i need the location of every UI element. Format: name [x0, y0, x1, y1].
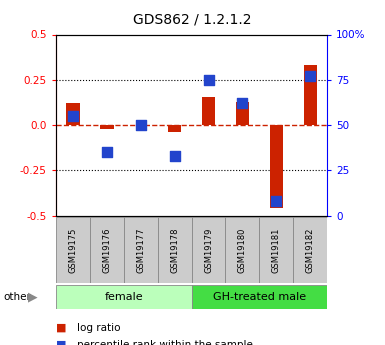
Point — [239, 101, 246, 106]
Bar — [226, 217, 259, 283]
Point — [70, 113, 76, 119]
Bar — [168, 125, 181, 132]
Text: GSM19176: GSM19176 — [102, 227, 111, 273]
Point — [206, 77, 212, 82]
Text: female: female — [104, 292, 143, 302]
Text: other: other — [4, 292, 32, 302]
Text: GSM19178: GSM19178 — [170, 227, 179, 273]
Point — [273, 198, 280, 204]
Text: ■: ■ — [56, 340, 66, 345]
Text: GSM19182: GSM19182 — [306, 227, 315, 273]
Bar — [192, 217, 226, 283]
Bar — [293, 217, 327, 283]
Text: GSM19181: GSM19181 — [272, 227, 281, 273]
Text: percentile rank within the sample: percentile rank within the sample — [77, 340, 253, 345]
Text: ▶: ▶ — [28, 290, 37, 303]
Bar — [66, 104, 80, 125]
Text: GDS862 / 1.2.1.2: GDS862 / 1.2.1.2 — [133, 12, 252, 26]
Text: GSM19175: GSM19175 — [68, 227, 77, 273]
Text: GH-treated male: GH-treated male — [213, 292, 306, 302]
Text: GSM19180: GSM19180 — [238, 227, 247, 273]
Point — [171, 153, 177, 159]
Bar — [202, 97, 215, 125]
Point — [307, 73, 313, 79]
Bar — [56, 285, 192, 309]
Bar — [303, 65, 317, 125]
Bar — [192, 285, 327, 309]
Bar — [56, 217, 90, 283]
Text: GSM19177: GSM19177 — [136, 227, 145, 273]
Bar — [259, 217, 293, 283]
Bar — [157, 217, 192, 283]
Text: ■: ■ — [56, 323, 66, 333]
Point — [104, 149, 110, 155]
Text: GSM19179: GSM19179 — [204, 227, 213, 273]
Point — [137, 122, 144, 128]
Bar — [236, 101, 249, 125]
Text: log ratio: log ratio — [77, 323, 121, 333]
Bar — [124, 217, 157, 283]
Bar — [100, 125, 114, 129]
Bar — [270, 125, 283, 208]
Bar — [90, 217, 124, 283]
